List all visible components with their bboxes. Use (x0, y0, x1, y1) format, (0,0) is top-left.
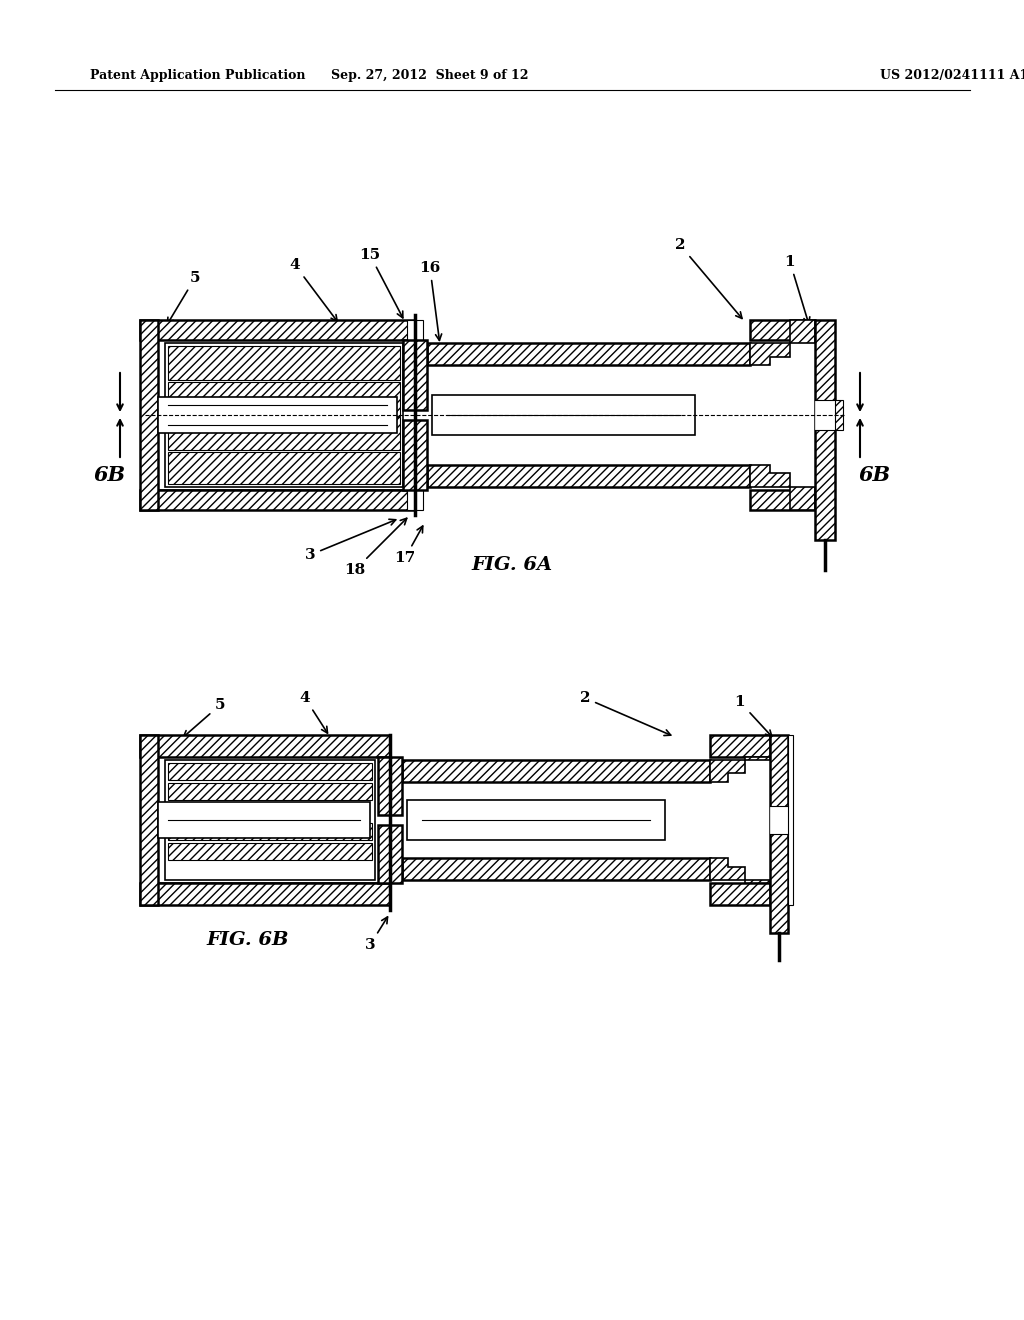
Text: 16: 16 (420, 261, 441, 341)
Text: 6B: 6B (859, 465, 891, 484)
Polygon shape (745, 880, 770, 883)
Text: 4: 4 (290, 257, 337, 321)
Bar (168, 381, 400, 416)
Bar (168, 763, 372, 780)
Text: 2: 2 (675, 238, 742, 318)
Bar (168, 417, 400, 450)
Bar (750, 490, 815, 510)
Text: 6B: 6B (94, 465, 126, 484)
Text: 3: 3 (365, 917, 387, 952)
Bar (168, 843, 372, 861)
Bar (168, 822, 372, 840)
Bar (140, 735, 158, 906)
Text: 5: 5 (183, 698, 225, 737)
Text: 2: 2 (580, 690, 671, 735)
Polygon shape (745, 756, 770, 760)
Text: 5: 5 (167, 271, 201, 323)
Bar (158, 341, 415, 490)
Bar (403, 341, 427, 411)
Text: 15: 15 (359, 248, 402, 318)
Polygon shape (750, 343, 790, 366)
Bar (407, 319, 423, 348)
Bar (402, 760, 710, 781)
Bar (168, 783, 372, 800)
Bar (168, 451, 400, 484)
Bar (140, 319, 415, 341)
Bar (750, 319, 815, 341)
Polygon shape (710, 760, 745, 781)
Bar (432, 395, 695, 436)
Text: 4: 4 (300, 690, 328, 733)
Bar (770, 735, 788, 933)
Text: 1: 1 (784, 255, 810, 323)
Bar (427, 465, 750, 487)
Bar (140, 490, 415, 510)
Text: Sep. 27, 2012  Sheet 9 of 12: Sep. 27, 2012 Sheet 9 of 12 (331, 69, 528, 82)
Bar (403, 420, 427, 490)
Text: US 2012/0241111 A1: US 2012/0241111 A1 (880, 69, 1024, 82)
Bar (407, 482, 423, 510)
Bar (407, 800, 665, 840)
Bar (427, 343, 750, 366)
Text: FIG. 6B: FIG. 6B (207, 931, 289, 949)
Bar (165, 760, 375, 880)
Bar (378, 825, 402, 883)
Text: 1: 1 (734, 696, 772, 737)
Text: 3: 3 (305, 519, 395, 562)
Bar (140, 319, 158, 510)
Bar (427, 366, 750, 465)
Text: Patent Application Publication: Patent Application Publication (90, 69, 305, 82)
Bar (158, 756, 390, 883)
Bar (140, 735, 390, 756)
Polygon shape (790, 487, 815, 510)
Bar (835, 400, 843, 430)
Polygon shape (750, 465, 790, 487)
Bar (815, 319, 835, 540)
Bar (402, 858, 710, 880)
Polygon shape (710, 858, 745, 880)
Bar (158, 397, 397, 433)
Text: 17: 17 (394, 527, 423, 565)
Bar (378, 756, 402, 814)
Polygon shape (790, 319, 815, 343)
Bar (165, 343, 403, 487)
Bar (168, 346, 400, 380)
Bar (788, 735, 793, 906)
Bar (710, 883, 770, 906)
Bar (770, 807, 788, 834)
Text: FIG. 6A: FIG. 6A (471, 556, 553, 574)
Bar (402, 781, 710, 858)
Bar (710, 735, 770, 756)
Bar (140, 883, 390, 906)
Text: 18: 18 (344, 519, 407, 577)
Bar (815, 400, 835, 430)
Bar (158, 803, 370, 838)
